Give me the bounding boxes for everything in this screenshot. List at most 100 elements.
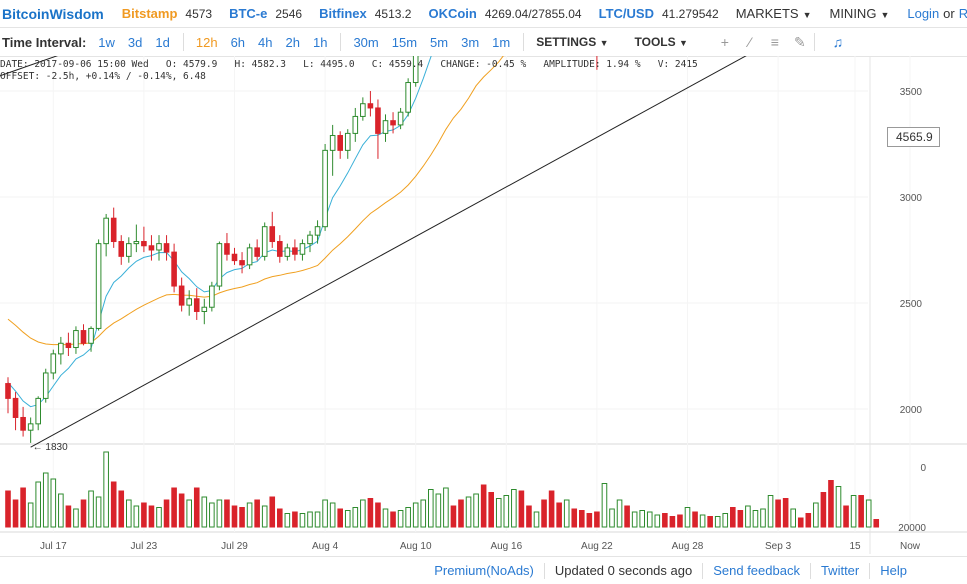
- channel-lower-line: [30, 56, 747, 448]
- interval-15m[interactable]: 15m: [391, 34, 418, 50]
- bell-icon[interactable]: ♫: [832, 34, 844, 50]
- markets-menu-label: MARKETS: [735, 6, 799, 21]
- volume-series: [5, 451, 880, 528]
- market-bitstamp[interactable]: Bitstamp 4573: [122, 6, 212, 21]
- volume-bar: [631, 511, 638, 528]
- volume-bar: [548, 490, 555, 528]
- candle-body: [65, 342, 72, 349]
- settings-dropdown[interactable]: SETTINGS ▼: [536, 35, 608, 49]
- volume-bar: [118, 490, 125, 528]
- volume-bar: [126, 499, 132, 528]
- interval-5m[interactable]: 5m: [430, 34, 449, 50]
- candle-body: [314, 226, 321, 236]
- candle-body: [141, 241, 147, 247]
- interval-30m[interactable]: 30m: [353, 34, 379, 50]
- market-name[interactable]: BTC-e: [229, 6, 268, 21]
- candle-body: [299, 243, 306, 255]
- volume-bar: [375, 502, 381, 528]
- interval-3m[interactable]: 3m: [461, 34, 480, 50]
- chevron-down-icon: ▼: [599, 38, 609, 48]
- x-tick-label: Aug 4: [312, 541, 339, 552]
- volume-bar: [797, 517, 804, 528]
- x-tick-label: Jul 23: [131, 541, 158, 552]
- volume-bar: [616, 499, 623, 528]
- pen-icon[interactable]: ✎: [794, 33, 806, 50]
- interval-1m[interactable]: 1m: [492, 34, 511, 50]
- candle-body: [95, 243, 102, 329]
- price-chart[interactable]: 2000250030003500400045005000020000Jul 17…: [0, 56, 967, 554]
- fibonacci-icon[interactable]: ≡: [770, 34, 779, 50]
- trendline-icon[interactable]: ⁄: [748, 34, 752, 50]
- volume-bar: [865, 499, 872, 528]
- market-name[interactable]: Bitfinex: [319, 6, 367, 21]
- volume-bar: [790, 508, 797, 528]
- volume-bar: [850, 495, 857, 528]
- volume-bar: [65, 505, 72, 528]
- volume-bar: [367, 498, 374, 528]
- volume-tick-label: 20000: [898, 523, 926, 534]
- help-link[interactable]: Help: [880, 563, 907, 578]
- mining-menu[interactable]: MINING ▼: [829, 6, 889, 21]
- tools-dropdown[interactable]: TOOLS ▼: [635, 35, 688, 49]
- volume-bar: [752, 510, 759, 528]
- market-okcoin[interactable]: OKCoin 4269.04/27855.04: [428, 6, 581, 21]
- market-name[interactable]: Bitstamp: [121, 6, 178, 21]
- market-name[interactable]: LTC/USD: [598, 6, 654, 21]
- market-bitfinex[interactable]: Bitfinex 4513.2: [319, 6, 411, 21]
- register-link[interactable]: Re: [959, 6, 967, 21]
- candle-body: [12, 397, 19, 418]
- crosshair-icon[interactable]: +: [720, 34, 729, 50]
- volume-bar: [329, 502, 336, 528]
- x-tick-label: 15: [849, 541, 861, 552]
- interval-12h[interactable]: 12h: [195, 34, 218, 50]
- volume-bar: [760, 508, 766, 528]
- volume-bar: [246, 502, 253, 528]
- interval-1d[interactable]: 1d: [155, 34, 170, 50]
- volume-bar: [873, 519, 880, 528]
- markets-menu[interactable]: MARKETS ▼: [736, 6, 812, 21]
- volume-bar: [443, 487, 449, 528]
- market-btce[interactable]: BTC-e 2546: [229, 6, 302, 21]
- candle-body: [35, 397, 42, 425]
- market-name[interactable]: OKCoin: [428, 6, 477, 21]
- volume-bar: [775, 499, 781, 528]
- volume-bar: [171, 487, 177, 528]
- volume-bar: [216, 499, 223, 528]
- volume-bar: [707, 516, 713, 528]
- candle-body: [360, 103, 366, 117]
- top-nav-bar: BitcoinWisdom Bitstamp 4573 BTC-e 2546 B…: [0, 0, 967, 28]
- interval-1w[interactable]: 1w: [98, 34, 115, 50]
- volume-tick-label: 0: [920, 463, 926, 474]
- volume-bar: [428, 489, 434, 528]
- volume-bar: [412, 502, 419, 528]
- candle-body: [126, 243, 132, 257]
- candle-body: [186, 298, 192, 306]
- volume-bar: [450, 505, 457, 528]
- twitter-link[interactable]: Twitter: [820, 563, 860, 578]
- candle-body: [178, 285, 185, 306]
- volume-bar: [292, 511, 298, 528]
- volume-bar: [20, 487, 26, 528]
- candle-body: [5, 383, 11, 399]
- volume-bar: [261, 505, 268, 528]
- candle-body: [80, 330, 87, 344]
- feedback-link[interactable]: Send feedback: [713, 563, 800, 578]
- interval-6h[interactable]: 6h: [230, 34, 246, 50]
- volume-bar: [178, 493, 185, 528]
- premium-link[interactable]: Premium(NoAds): [434, 563, 534, 578]
- market-ltcusd[interactable]: LTC/USD 41.279542: [599, 6, 719, 21]
- volume-bar: [344, 510, 351, 528]
- volume-bar: [828, 480, 834, 528]
- login-link[interactable]: Login: [907, 6, 940, 21]
- toolbar-divider: [340, 33, 342, 51]
- interval-3d[interactable]: 3d: [127, 34, 143, 50]
- interval-2h[interactable]: 2h: [285, 34, 300, 50]
- interval-4h[interactable]: 4h: [258, 34, 273, 50]
- volume-bar: [503, 495, 510, 528]
- candle-body: [58, 342, 64, 355]
- brand-logo[interactable]: BitcoinWisdom: [2, 5, 104, 22]
- volume-bar: [465, 496, 472, 528]
- interval-1h[interactable]: 1h: [312, 34, 328, 50]
- candle-body: [261, 226, 268, 257]
- x-tick-label: Aug 10: [400, 541, 432, 552]
